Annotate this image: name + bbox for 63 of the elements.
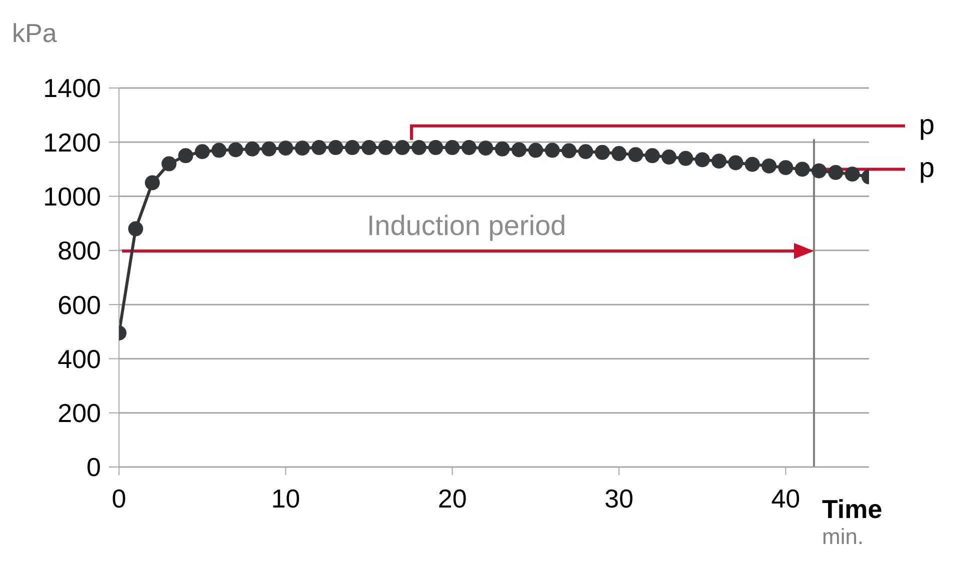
point: [528, 142, 544, 158]
point: [362, 140, 376, 156]
point: [512, 142, 526, 158]
point: [128, 221, 144, 236]
point: [228, 142, 244, 158]
point: [478, 140, 494, 156]
point: [678, 150, 694, 166]
point: [594, 144, 610, 160]
point: [162, 156, 176, 172]
point: [262, 141, 276, 156]
point: [744, 156, 760, 172]
point: [444, 140, 460, 156]
annotation: Induction period: [366, 210, 566, 241]
x-tick-label: 10: [271, 483, 300, 514]
x-tick-label: 20: [438, 483, 467, 514]
point: [294, 140, 310, 156]
y-axis-title: kPa: [12, 18, 57, 49]
x-axis-title: Time: [822, 494, 882, 525]
point: [828, 164, 844, 180]
point: [812, 163, 826, 178]
point: [544, 142, 560, 158]
point: [562, 143, 576, 158]
ref-line-label: p: [919, 152, 935, 184]
point: [312, 140, 326, 156]
ref-line-label: p: [919, 108, 935, 140]
point: [328, 140, 344, 156]
point: [612, 146, 626, 162]
y-tick-label: 400: [58, 344, 101, 374]
point: [578, 144, 594, 160]
point: [278, 140, 294, 156]
point: [412, 140, 426, 156]
point: [462, 140, 476, 156]
point: [728, 155, 744, 170]
y-tick-label: 800: [58, 236, 101, 266]
point: [244, 141, 260, 156]
point: [494, 141, 510, 156]
point: [778, 160, 794, 176]
y-tick-label: 200: [58, 398, 101, 428]
point: [628, 147, 644, 162]
point: [762, 158, 776, 174]
point: [794, 162, 810, 177]
x-tick-label: 0: [112, 483, 126, 514]
point: [428, 140, 444, 156]
point: [644, 148, 660, 164]
x-tick-label: 30: [604, 483, 634, 514]
point: [844, 166, 860, 182]
text: min.: [822, 524, 864, 550]
point: [144, 175, 160, 190]
point: [194, 144, 210, 160]
y-tick-label: 1200: [43, 127, 101, 158]
y-tick-label: 0: [86, 452, 101, 482]
point: [694, 152, 710, 168]
point: [662, 150, 676, 165]
point: [178, 148, 194, 164]
y-tick-label: 600: [58, 290, 101, 320]
y-tick-label: 1000: [43, 182, 101, 212]
point: [378, 140, 394, 156]
x-tick-label: 40: [771, 483, 800, 514]
point: [344, 140, 360, 156]
point: [394, 140, 410, 156]
point: [712, 154, 726, 169]
point: [212, 142, 226, 158]
y-tick-label: 1400: [43, 73, 101, 104]
